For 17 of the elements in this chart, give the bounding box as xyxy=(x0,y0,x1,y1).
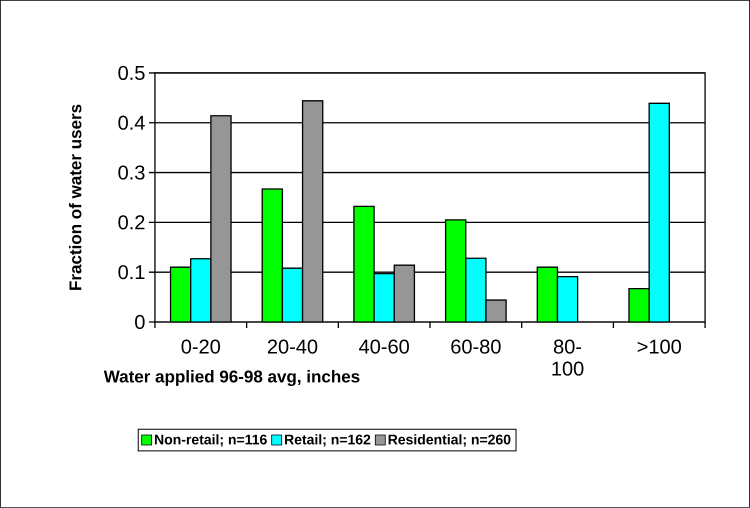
y-tick-label: 0.5 xyxy=(118,66,145,80)
x-tick-label: 20-40 xyxy=(268,340,318,354)
y-tick-label: 0.2 xyxy=(118,215,144,230)
y-tick-label: 0.1 xyxy=(118,265,144,280)
legend-label: Non-retail; n=116 xyxy=(154,434,267,447)
y-tick-label: 0.4 xyxy=(118,116,145,130)
x-tick-label: 0-20 xyxy=(182,340,220,354)
x-tick-label: >100 xyxy=(638,340,681,354)
x-tick-label: 40-60 xyxy=(359,340,409,354)
legend-label: Residential; n=260 xyxy=(388,434,510,447)
y-tick-label: 0.3 xyxy=(118,166,145,180)
x-tick-label: 60-80 xyxy=(451,340,501,354)
y-axis-title: Fraction of water users xyxy=(68,104,82,290)
x-tick-label: 80-100 xyxy=(552,340,584,376)
y-tick-label: 0 xyxy=(135,314,145,330)
legend-label: Retail; n=162 xyxy=(285,434,370,447)
x-axis-title: Water applied 96-98 avg, inches xyxy=(104,370,360,386)
